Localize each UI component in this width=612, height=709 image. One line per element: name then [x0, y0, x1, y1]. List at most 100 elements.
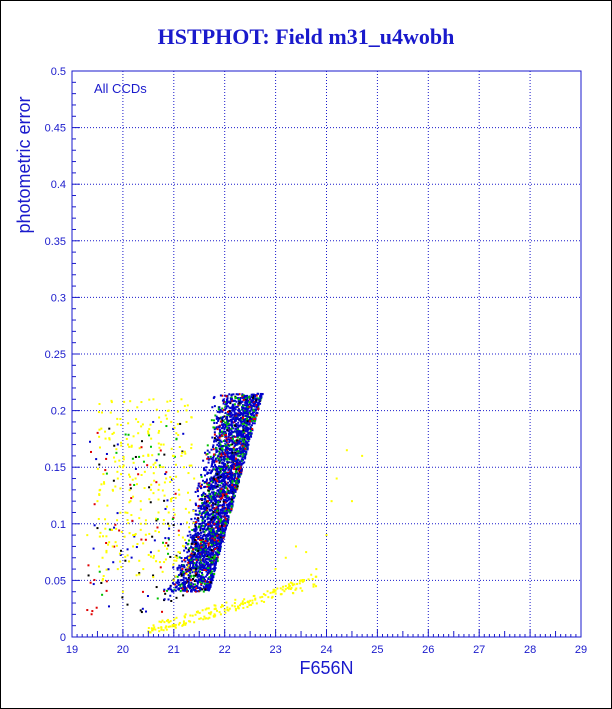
outlier-point — [155, 408, 158, 411]
ccd-point — [187, 555, 190, 558]
ccd-point — [176, 580, 179, 583]
ccd-point — [200, 483, 203, 486]
outlier-point — [129, 400, 132, 403]
ccd-point — [241, 420, 244, 423]
ccd-point — [192, 558, 195, 561]
ccd-point — [230, 461, 233, 464]
ccd-point — [205, 502, 208, 505]
ccd-point — [236, 475, 239, 478]
outlier-point — [289, 581, 292, 584]
x-tick-label: 22 — [219, 644, 231, 656]
ccd-point — [202, 564, 205, 567]
outlier-point — [158, 620, 161, 623]
outlier-point — [139, 522, 142, 525]
ccd-point — [231, 436, 234, 439]
ccd-point — [252, 401, 255, 404]
ccd-point — [207, 544, 210, 547]
ccd-point — [133, 484, 136, 487]
ccd-point — [193, 586, 196, 589]
ccd-point — [225, 475, 228, 478]
ccd-point — [242, 410, 245, 413]
outlier-point — [192, 521, 195, 524]
ccd-point — [228, 449, 231, 452]
ccd-point — [196, 542, 199, 545]
ccd-point — [255, 401, 258, 404]
ccd-point — [255, 404, 258, 407]
ccd-point — [228, 429, 231, 432]
ccd-point — [216, 489, 219, 492]
outlier-point — [127, 522, 130, 525]
outlier-point — [162, 629, 165, 632]
ccd-point — [201, 588, 204, 591]
outlier-point — [284, 588, 287, 591]
outlier-point — [158, 561, 161, 564]
ccd-point — [195, 539, 198, 542]
outlier-point — [158, 446, 161, 449]
ccd-point — [213, 564, 216, 567]
ccd-point — [242, 398, 245, 401]
ccd-point — [222, 398, 225, 401]
ccd-point — [200, 576, 203, 579]
ccd-point — [220, 522, 223, 525]
ccd-point — [249, 434, 252, 437]
ccd-point — [139, 609, 142, 612]
outlier-point — [122, 458, 125, 461]
outlier-point — [142, 542, 145, 545]
ccd-point — [218, 461, 221, 464]
ccd-point — [247, 428, 250, 431]
ccd-point — [224, 450, 227, 453]
ccd-point — [206, 567, 209, 570]
ccd-point — [216, 532, 219, 535]
outlier-point — [193, 621, 196, 624]
outlier-point — [108, 541, 111, 544]
ccd-point — [233, 424, 236, 427]
ccd-point — [186, 570, 189, 573]
ccd-point — [209, 566, 212, 569]
ccd-point — [235, 400, 238, 403]
ccd-point — [187, 565, 190, 568]
ccd-point — [236, 405, 239, 408]
ccd-point — [208, 581, 211, 584]
y-tick-label: 0.05 — [45, 575, 66, 587]
ccd-point — [127, 433, 130, 436]
ccd-point — [190, 542, 193, 545]
ccd-point — [244, 418, 247, 421]
ccd-point — [203, 530, 206, 533]
ccd-point — [233, 476, 236, 479]
ccd-point — [209, 479, 212, 482]
outlier-point — [263, 600, 266, 603]
outlier-point — [104, 430, 107, 433]
ccd-point — [210, 526, 213, 529]
ccd-point — [219, 420, 222, 423]
ccd-point — [241, 450, 244, 453]
ccd-point — [219, 439, 222, 442]
ccd-point — [228, 501, 231, 504]
outlier-point — [182, 466, 185, 469]
ccd-point — [240, 401, 243, 404]
ccd-point — [223, 534, 226, 537]
ccd-point — [202, 545, 205, 548]
ccd-point — [208, 469, 211, 472]
ccd-point — [215, 421, 218, 424]
ccd-point — [196, 490, 199, 493]
ccd-point — [155, 519, 158, 522]
ccd-point — [212, 456, 215, 459]
outlier-point — [110, 401, 113, 404]
outlier-point — [291, 592, 294, 595]
ccd-point — [203, 555, 206, 558]
ccd-point — [223, 401, 226, 404]
ccd-point — [194, 589, 197, 592]
ccd-point — [250, 406, 253, 409]
ccd-point — [228, 471, 231, 474]
outlier-point — [170, 447, 173, 450]
outlier-point — [101, 577, 104, 580]
ccd-point — [250, 417, 253, 420]
ccd-point — [212, 547, 215, 550]
ccd-point — [163, 453, 166, 456]
ccd-point — [198, 562, 201, 565]
ccd-point — [233, 399, 236, 402]
ccd-point — [209, 540, 212, 543]
outlier-point — [221, 604, 224, 607]
ccd-point — [231, 435, 234, 438]
outlier-point — [158, 429, 161, 432]
